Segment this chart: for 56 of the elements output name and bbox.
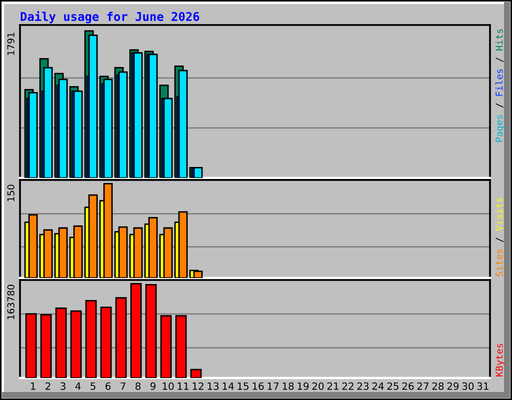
bar — [70, 310, 82, 378]
bar — [160, 315, 172, 378]
bar — [175, 315, 187, 378]
bar — [100, 306, 112, 378]
chart-title: Daily usage for June 2026 — [20, 11, 200, 24]
x-tick-label: 20 — [312, 382, 324, 390]
x-tick-label: 1 — [30, 382, 36, 390]
text: Hits — [495, 29, 503, 50]
x-tick-label: 27 — [417, 382, 428, 390]
x-tick-label: 29 — [447, 382, 459, 390]
x-tick-label: 25 — [387, 382, 398, 390]
bar — [130, 283, 142, 378]
x-tick-label: 19 — [298, 382, 309, 390]
x-tick-label: 11 — [178, 382, 188, 390]
x-tick-label: 5 — [90, 382, 96, 390]
x-tick-label: 14 — [222, 382, 234, 390]
x-tick-label: 17 — [268, 382, 279, 390]
bar — [115, 297, 127, 378]
x-tick-label: 26 — [402, 382, 414, 390]
bar — [25, 313, 37, 378]
text: Sites — [495, 249, 503, 276]
x-tick-label: 31 — [477, 382, 488, 390]
x-tick-label: 6 — [106, 382, 111, 390]
x-tick-label: 16 — [252, 382, 264, 390]
bar — [145, 284, 157, 378]
x-tick-label: 24 — [372, 382, 384, 390]
x-tick-label: 10 — [162, 382, 174, 390]
x-tick-label: 8 — [136, 382, 141, 390]
x-tick-label: 21 — [327, 382, 338, 390]
text: 150 — [7, 184, 14, 202]
text: 163780 — [7, 284, 14, 320]
x-tick-label: 4 — [75, 382, 81, 390]
text: KBytes — [496, 344, 505, 376]
x-tick-label: 15 — [238, 382, 248, 390]
text: 1791 — [7, 32, 14, 55]
bar — [85, 300, 97, 378]
text: Pages — [496, 115, 505, 142]
bar — [55, 308, 67, 378]
x-tick-label: 7 — [120, 382, 126, 390]
x-tick-label: 23 — [357, 382, 369, 390]
text: / — [496, 238, 504, 242]
x-tick-label: 18 — [282, 382, 294, 390]
x-tick-label: 28 — [432, 382, 444, 390]
text: / — [496, 103, 504, 108]
x-tick-label: 3 — [60, 382, 66, 390]
x-tick-label: 13 — [208, 382, 219, 390]
x-tick-label: 22 — [342, 382, 354, 390]
text: Visits — [495, 198, 503, 231]
text: Files — [495, 69, 503, 96]
text: / — [496, 57, 504, 62]
x-tick-label: 12 — [192, 382, 204, 390]
x-tick-label: 9 — [150, 382, 156, 390]
x-tick-label: 30 — [462, 382, 474, 390]
x-tick-label: 2 — [46, 382, 50, 390]
bar — [190, 368, 202, 378]
bar — [40, 314, 52, 378]
